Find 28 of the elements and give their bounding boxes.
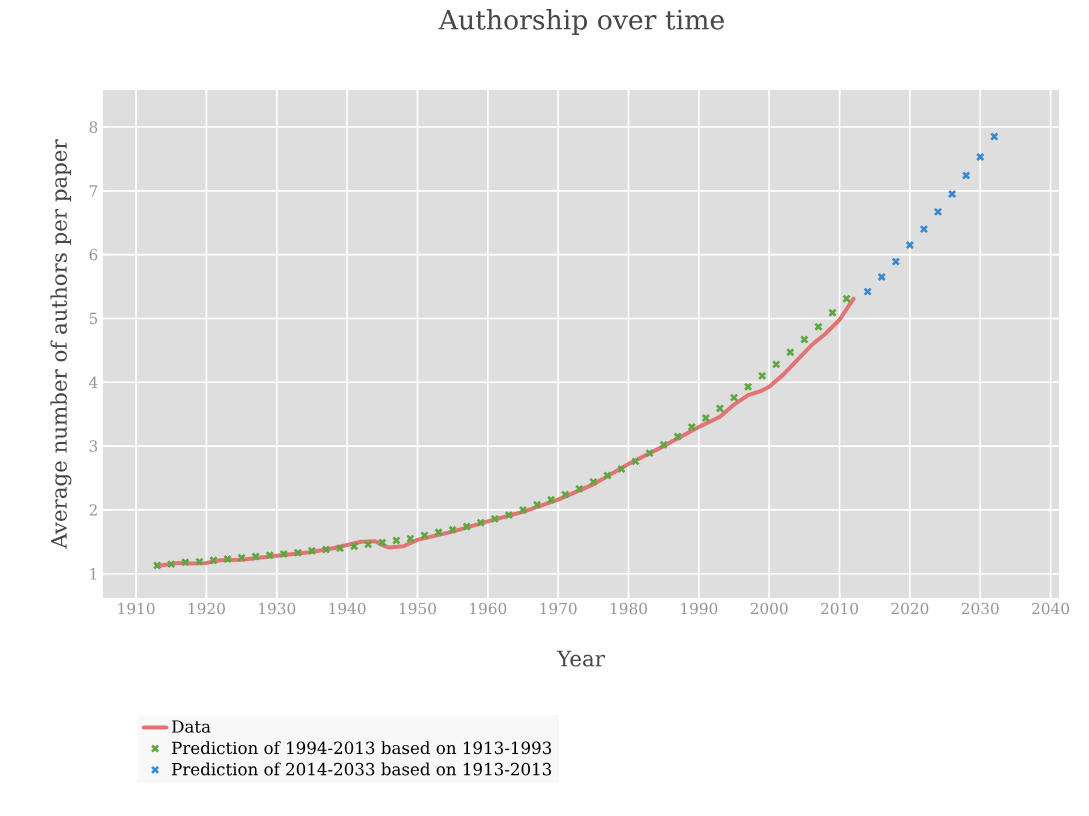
y-tick-label: 2: [89, 504, 97, 516]
x-tick-label: 1970: [540, 602, 577, 615]
x-axis-title: Year: [556, 650, 605, 667]
chart-title: Authorship over time: [438, 9, 724, 35]
x-tick-label: 1950: [399, 602, 436, 615]
x-tick-label: 2010: [821, 602, 859, 615]
legend-label: Data: [172, 720, 211, 733]
x-tick-label: 2000: [750, 602, 788, 615]
x-tick-label: 1920: [188, 602, 225, 615]
x-tick-label: 2040: [1032, 602, 1070, 615]
x-tick-label: 1990: [681, 602, 718, 615]
x-tick-label: 1930: [259, 602, 296, 615]
y-tick-label: 4: [89, 376, 98, 388]
x-tick-label: 2030: [961, 602, 999, 615]
y-tick-label: 5: [89, 312, 98, 325]
y-tick-label: 8: [89, 121, 98, 133]
x-tick-label: 1940: [329, 602, 366, 615]
y-axis-title: Average number of authors per paper: [50, 139, 72, 549]
legend-label: Prediction of 2014-2033 based on 1913-2013: [172, 762, 552, 776]
x-tick-label: 1960: [470, 602, 507, 615]
y-tick-label: 6: [89, 248, 98, 261]
y-tick-label: 1: [90, 568, 97, 580]
x-tick-label: 1910: [118, 602, 155, 615]
legend-label: Prediction of 1994-2013 based on 1913-1993: [172, 741, 552, 755]
y-tick-label: 7: [89, 185, 98, 197]
y-tick-label: 3: [89, 440, 98, 452]
x-tick-label: 2020: [891, 602, 929, 615]
x-tick-label: 1980: [610, 602, 647, 615]
